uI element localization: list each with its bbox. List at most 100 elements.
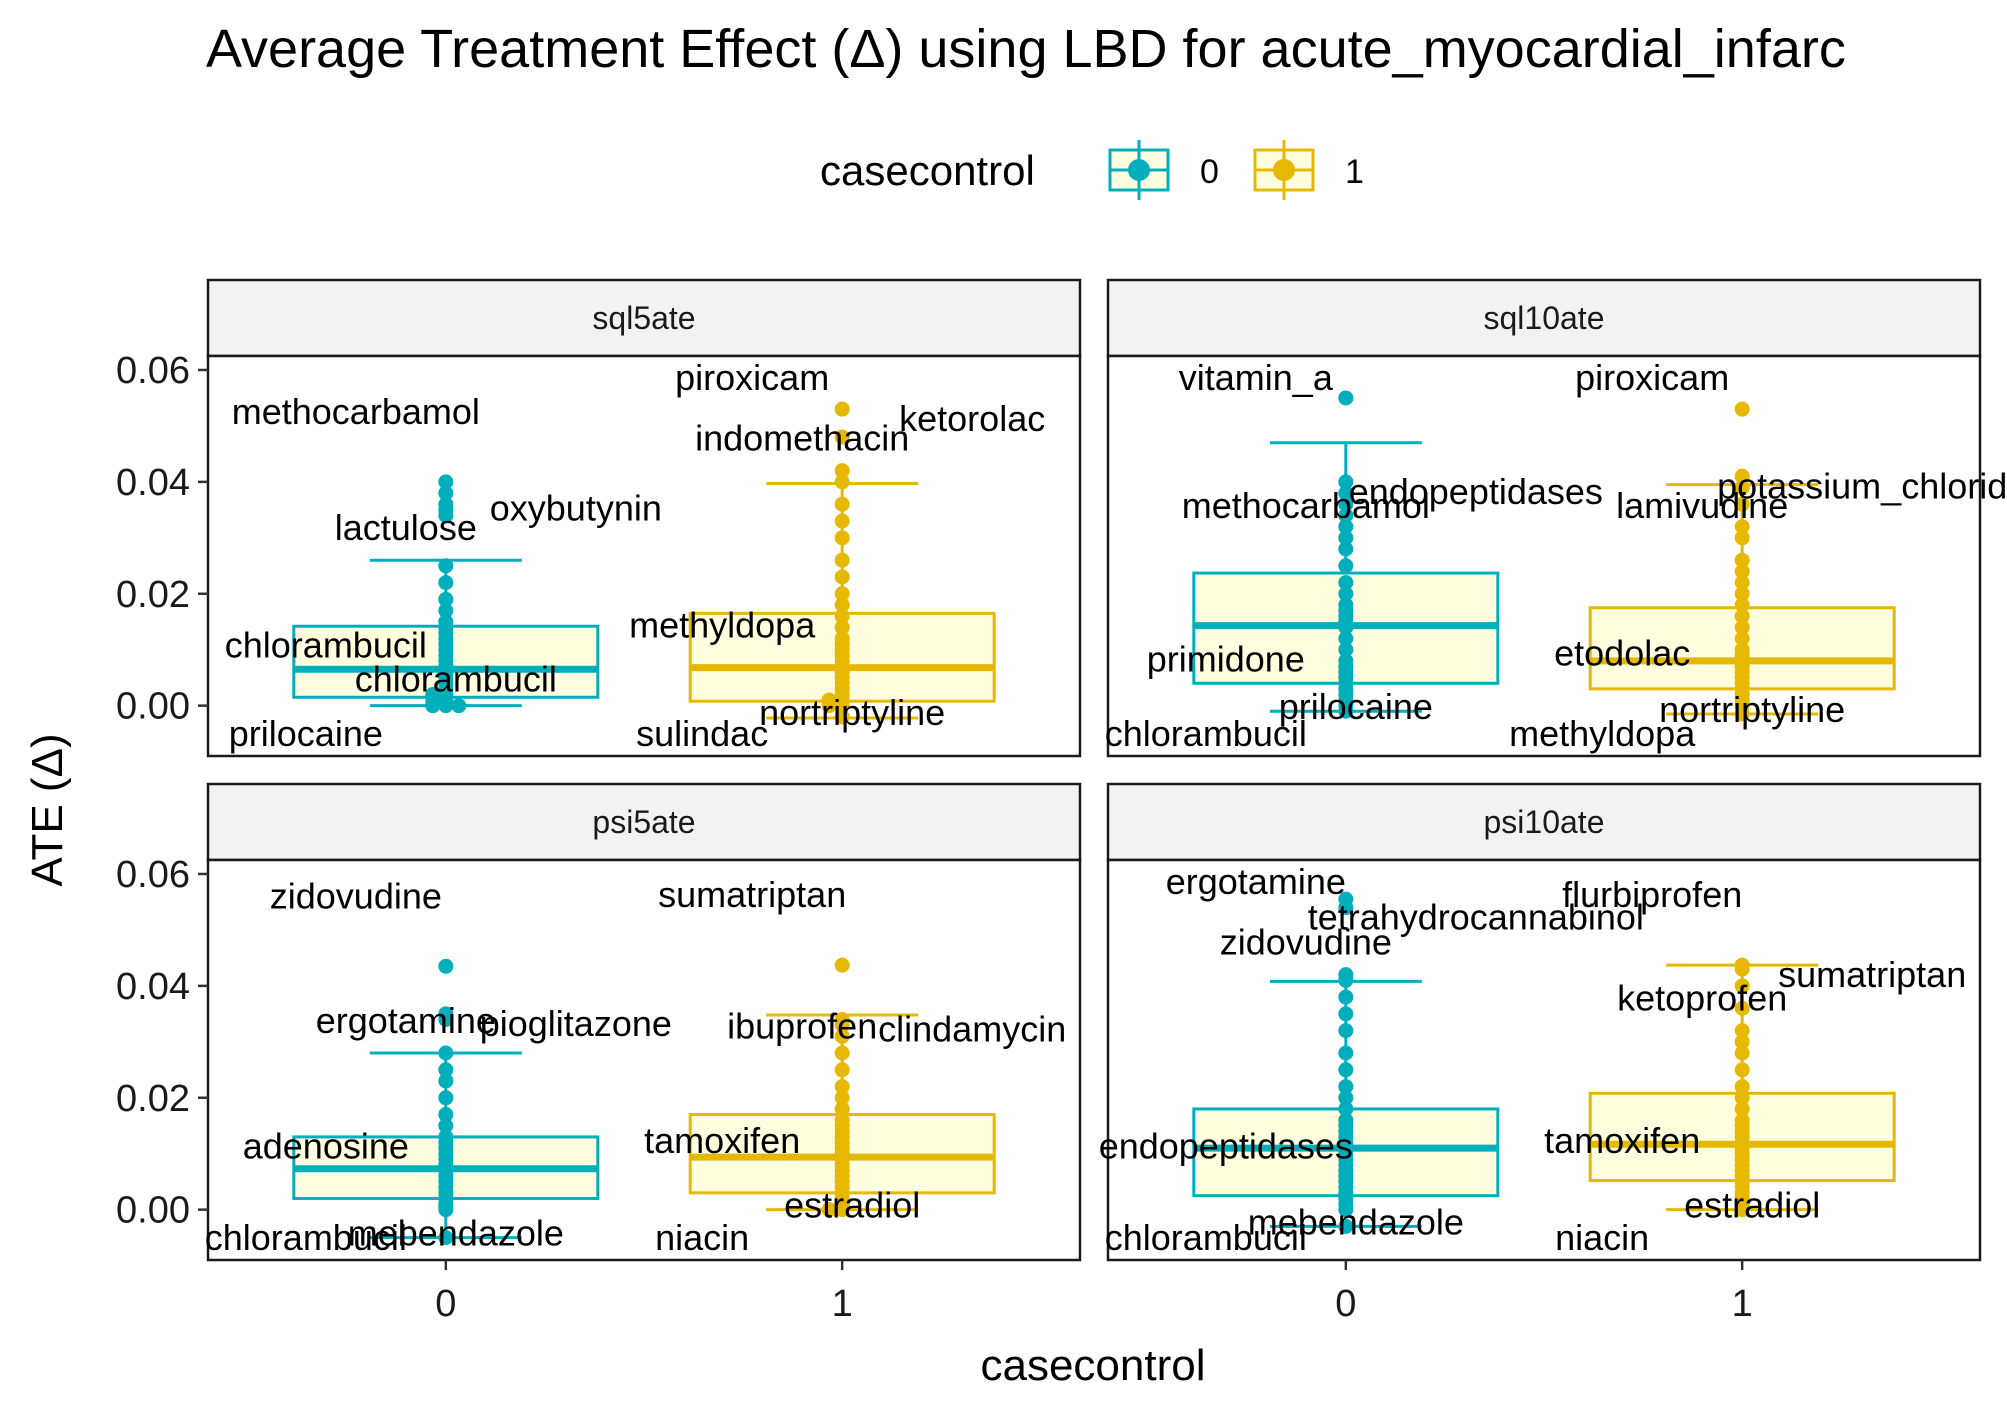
point-label: ibuprofen: [727, 1006, 877, 1047]
point-label: piroxicam: [675, 357, 829, 398]
data-point: [1338, 1006, 1354, 1022]
legend-point-glyph: [1128, 159, 1150, 181]
facet-strip-label: sql10ate: [1484, 300, 1605, 336]
data-point: [1734, 530, 1750, 546]
data-point: [438, 1073, 454, 1089]
point-label: primidone: [1147, 638, 1305, 679]
data-point: [438, 474, 454, 490]
data-point: [438, 575, 454, 591]
point-label: estradiol: [1684, 1185, 1820, 1226]
data-point: [1734, 1079, 1750, 1095]
data-point: [1338, 989, 1354, 1005]
x-tick-label: 0: [1335, 1283, 1356, 1325]
data-point: [834, 429, 850, 445]
y-tick-label: 0.02: [116, 574, 190, 616]
data-point: [1734, 1045, 1750, 1061]
data-point: [1734, 631, 1750, 647]
y-tick-label: 0.06: [116, 350, 190, 392]
x-tick-label: 1: [832, 1283, 853, 1325]
data-point: [834, 631, 850, 647]
data-point: [1338, 1079, 1354, 1095]
facet-strip: [206, 782, 1082, 862]
facet-strip-label: psi5ate: [592, 804, 695, 840]
facet-strip-label: psi10ate: [1484, 804, 1605, 840]
point-label: ergotamine: [1166, 861, 1346, 902]
data-point: [1734, 575, 1750, 591]
point-label: tetrahydrocannabinol: [1308, 897, 1644, 938]
data-point: [1734, 597, 1750, 613]
data-point: [1734, 1023, 1750, 1039]
data-point: [1338, 575, 1354, 591]
data-point: [1734, 978, 1750, 994]
data-point: [834, 1079, 850, 1095]
point-label: lactulose: [335, 507, 477, 548]
data-point: [438, 1090, 454, 1106]
data-point: [834, 401, 850, 417]
point-label: niacin: [655, 1217, 749, 1258]
data-point: [834, 586, 850, 602]
data-point: [438, 1107, 454, 1123]
data-point: [1338, 1062, 1354, 1078]
data-point: [834, 957, 850, 973]
data-point: [834, 1112, 850, 1128]
data-point: [438, 1006, 454, 1022]
point-label: sulindac: [636, 713, 768, 754]
box-group-0: methocarbamol oxybutynin lactulose chloramb…: [225, 391, 662, 754]
data-point: [834, 1045, 850, 1061]
data-point: [1734, 519, 1750, 535]
data-point: [834, 1101, 850, 1117]
data-point: [834, 474, 850, 490]
chart-title: Average Treatment Effect (Δ) using LBD f…: [206, 19, 1846, 79]
data-point: [1734, 496, 1750, 512]
point-label: indomethacin: [695, 418, 909, 459]
data-point: [834, 597, 850, 613]
facet-strip: [206, 278, 1082, 358]
data-point: [438, 614, 454, 630]
points: [1338, 891, 1354, 1234]
data-point: [834, 496, 850, 512]
data-point: [438, 1118, 454, 1134]
data-point: [438, 485, 454, 501]
data-point: [1338, 530, 1354, 546]
data-point: [834, 463, 850, 479]
data-point: [1734, 1000, 1750, 1016]
data-point: [1734, 479, 1750, 495]
data-point: [1734, 1090, 1750, 1106]
points: [438, 958, 454, 1246]
point-label: lamivudine: [1616, 485, 1788, 526]
y-axis-title: ATE (Δ): [23, 733, 72, 886]
data-point: [438, 558, 454, 574]
points: [1734, 957, 1750, 1218]
data-point: [834, 1062, 850, 1078]
y-tick-label: 0.00: [116, 1190, 190, 1232]
data-point: [1734, 1062, 1750, 1078]
data-point: [1338, 597, 1354, 613]
data-point: [821, 1202, 837, 1218]
point-label: etodolac: [1554, 633, 1690, 674]
data-point: [834, 513, 850, 529]
point-label: prilocaine: [1279, 686, 1433, 727]
point-label: ergotamine: [316, 1000, 496, 1041]
data-point: [438, 1129, 454, 1145]
panel-frame: [206, 858, 1082, 1262]
legend-title: casecontrol: [820, 147, 1035, 194]
data-point: [1338, 631, 1354, 647]
point-label: pioglitazone: [480, 1003, 672, 1044]
point-label: flurbiprofen: [1562, 874, 1742, 915]
data-point: [1338, 642, 1354, 658]
y-tick-label: 0.04: [116, 462, 190, 504]
legend-point-glyph: [1273, 159, 1295, 181]
